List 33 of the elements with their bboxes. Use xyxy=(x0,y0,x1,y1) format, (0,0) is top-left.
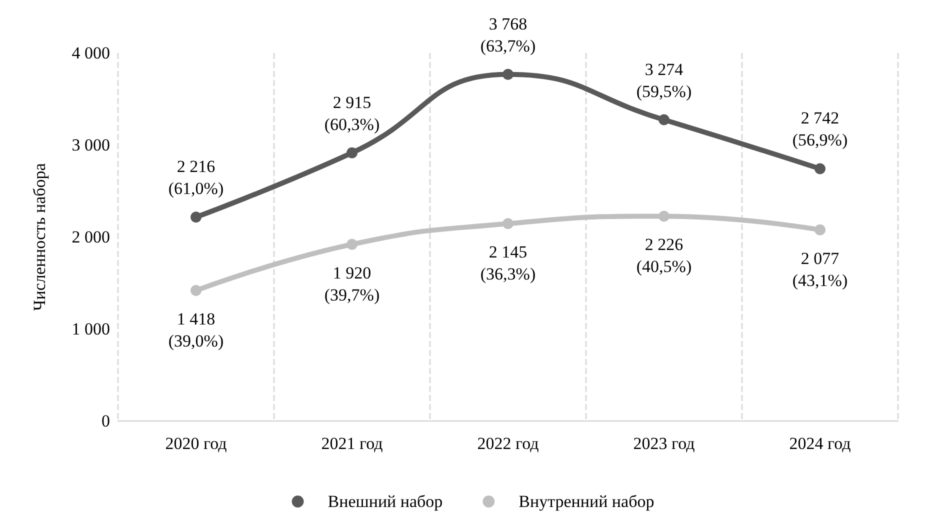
y-tick-label: 4 000 xyxy=(72,44,110,62)
y-tick-label: 3 000 xyxy=(72,136,110,154)
x-tick-label: 2023 год xyxy=(633,434,696,453)
data-label: 1 920 (39,7%) xyxy=(324,263,380,304)
y-tick-label: 1 000 xyxy=(72,320,110,338)
point xyxy=(658,114,670,126)
legend-label: Внутренний набор xyxy=(518,492,654,511)
y-tick-label: 2 000 xyxy=(72,228,110,246)
data-label: 3 768 (63,7%) xyxy=(480,14,536,56)
point xyxy=(502,68,514,80)
x-tick-label: 2022 год xyxy=(477,434,540,453)
x-tick-label: 2021 год xyxy=(321,434,384,453)
data-label: 2 226 (40,5%) xyxy=(636,235,692,276)
data-label: 3 274 (59,5%) xyxy=(636,60,692,101)
point xyxy=(190,212,202,223)
data-label: 2 216 (61,0%) xyxy=(168,157,224,198)
y-tick-label: 0 xyxy=(102,412,110,430)
data-label: 2 145 (36,3%) xyxy=(480,242,536,284)
point xyxy=(814,224,826,236)
point xyxy=(190,285,202,296)
y-axis-title: Численность набора xyxy=(30,162,49,311)
point xyxy=(346,238,358,250)
point xyxy=(658,210,670,222)
data-label: 2 077 (43,1%) xyxy=(792,248,848,290)
x-tick-label: 2020 год xyxy=(165,434,228,453)
data-label: 2 742 (56,9%) xyxy=(792,108,848,150)
data-label: 1 418 (39,0%) xyxy=(168,310,224,351)
point xyxy=(346,147,358,158)
x-tick-label: 2024 год xyxy=(789,434,852,453)
point xyxy=(814,163,826,174)
data-label: 2 915 (60,3%) xyxy=(324,92,380,134)
legend-label: Внешний набор xyxy=(328,492,443,511)
point xyxy=(502,218,514,230)
